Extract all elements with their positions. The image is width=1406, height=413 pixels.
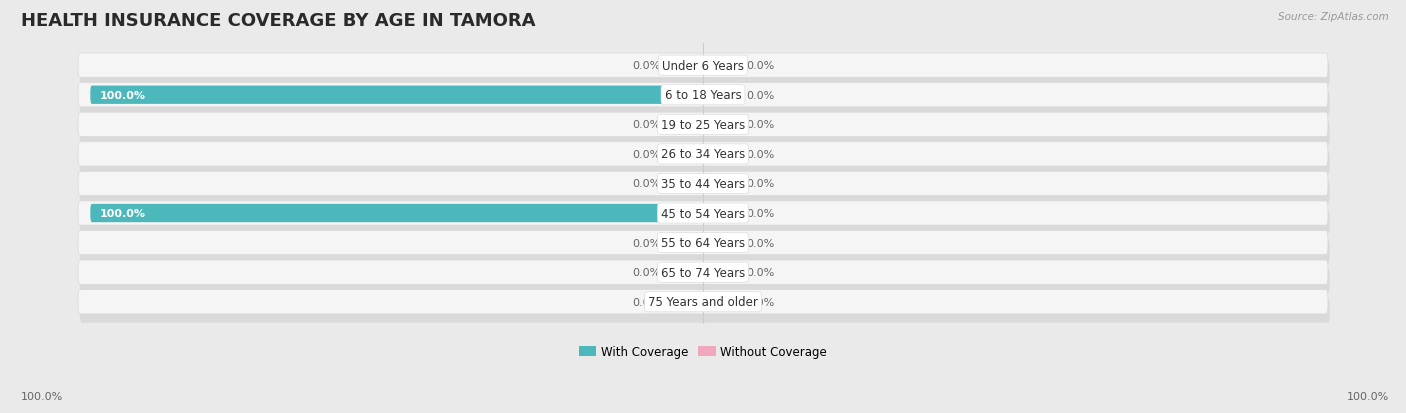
FancyBboxPatch shape — [666, 145, 703, 164]
FancyBboxPatch shape — [80, 299, 1330, 323]
FancyBboxPatch shape — [666, 293, 703, 311]
FancyBboxPatch shape — [80, 151, 1330, 176]
FancyBboxPatch shape — [79, 261, 1327, 285]
Text: 0.0%: 0.0% — [631, 61, 659, 71]
FancyBboxPatch shape — [703, 204, 740, 223]
FancyBboxPatch shape — [666, 57, 703, 75]
FancyBboxPatch shape — [666, 116, 703, 134]
Text: 0.0%: 0.0% — [747, 238, 775, 248]
Text: 35 to 44 Years: 35 to 44 Years — [661, 178, 745, 190]
FancyBboxPatch shape — [703, 86, 740, 104]
FancyBboxPatch shape — [90, 86, 703, 104]
Text: 0.0%: 0.0% — [631, 297, 659, 307]
FancyBboxPatch shape — [666, 234, 703, 252]
FancyBboxPatch shape — [703, 263, 740, 282]
FancyBboxPatch shape — [79, 83, 1327, 108]
Text: 55 to 64 Years: 55 to 64 Years — [661, 237, 745, 249]
FancyBboxPatch shape — [703, 57, 740, 75]
FancyBboxPatch shape — [703, 116, 740, 134]
Text: 0.0%: 0.0% — [631, 120, 659, 130]
Text: Under 6 Years: Under 6 Years — [662, 59, 744, 73]
FancyBboxPatch shape — [80, 240, 1330, 264]
FancyBboxPatch shape — [79, 231, 1327, 255]
Text: 0.0%: 0.0% — [747, 61, 775, 71]
FancyBboxPatch shape — [79, 202, 1327, 225]
FancyBboxPatch shape — [79, 113, 1327, 137]
FancyBboxPatch shape — [703, 293, 740, 311]
FancyBboxPatch shape — [79, 54, 1327, 78]
Text: 65 to 74 Years: 65 to 74 Years — [661, 266, 745, 279]
Text: 0.0%: 0.0% — [747, 150, 775, 159]
Text: 19 to 25 Years: 19 to 25 Years — [661, 119, 745, 131]
Text: 0.0%: 0.0% — [747, 179, 775, 189]
FancyBboxPatch shape — [80, 269, 1330, 294]
Text: HEALTH INSURANCE COVERAGE BY AGE IN TAMORA: HEALTH INSURANCE COVERAGE BY AGE IN TAMO… — [21, 12, 536, 30]
Text: 0.0%: 0.0% — [747, 268, 775, 278]
FancyBboxPatch shape — [666, 175, 703, 193]
Text: 0.0%: 0.0% — [631, 268, 659, 278]
FancyBboxPatch shape — [90, 204, 703, 223]
Text: 100.0%: 100.0% — [21, 391, 63, 401]
FancyBboxPatch shape — [80, 122, 1330, 146]
Text: 0.0%: 0.0% — [747, 297, 775, 307]
FancyBboxPatch shape — [703, 145, 740, 164]
FancyBboxPatch shape — [80, 92, 1330, 116]
Text: 75 Years and older: 75 Years and older — [648, 296, 758, 309]
Text: 0.0%: 0.0% — [747, 90, 775, 100]
Text: Source: ZipAtlas.com: Source: ZipAtlas.com — [1278, 12, 1389, 22]
FancyBboxPatch shape — [80, 63, 1330, 87]
Text: 6 to 18 Years: 6 to 18 Years — [665, 89, 741, 102]
FancyBboxPatch shape — [79, 290, 1327, 314]
Legend: With Coverage, Without Coverage: With Coverage, Without Coverage — [574, 341, 832, 363]
Text: 0.0%: 0.0% — [747, 120, 775, 130]
Text: 0.0%: 0.0% — [631, 179, 659, 189]
FancyBboxPatch shape — [79, 142, 1327, 166]
Text: 0.0%: 0.0% — [747, 209, 775, 218]
Text: 45 to 54 Years: 45 to 54 Years — [661, 207, 745, 220]
Text: 100.0%: 100.0% — [1347, 391, 1389, 401]
FancyBboxPatch shape — [79, 172, 1327, 196]
Text: 100.0%: 100.0% — [100, 90, 145, 100]
FancyBboxPatch shape — [80, 181, 1330, 205]
FancyBboxPatch shape — [666, 263, 703, 282]
FancyBboxPatch shape — [80, 210, 1330, 235]
Text: 0.0%: 0.0% — [631, 238, 659, 248]
FancyBboxPatch shape — [703, 175, 740, 193]
FancyBboxPatch shape — [703, 234, 740, 252]
Text: 100.0%: 100.0% — [100, 209, 145, 218]
Text: 0.0%: 0.0% — [631, 150, 659, 159]
Text: 26 to 34 Years: 26 to 34 Years — [661, 148, 745, 161]
